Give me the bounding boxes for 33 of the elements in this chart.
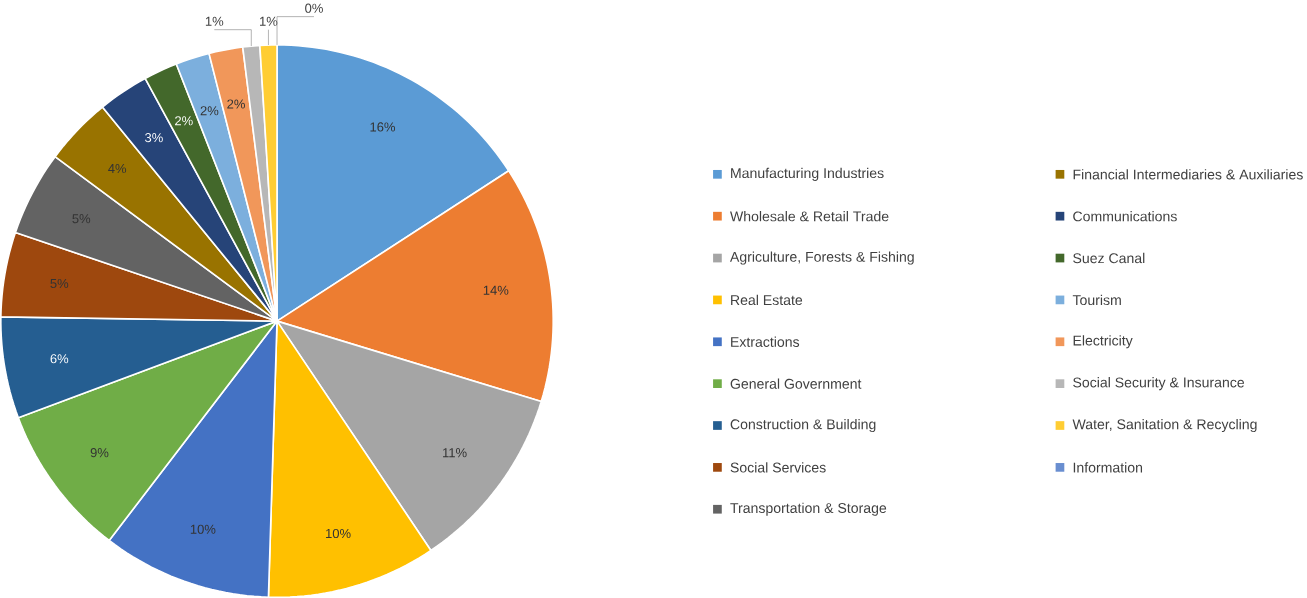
legend-label: Social Security & Insurance (1073, 377, 1245, 391)
data-label: 2% (227, 99, 245, 109)
data-label: 6% (50, 354, 69, 364)
legend-label: Manufacturing Industries (731, 167, 884, 181)
data-label: 10% (326, 528, 351, 539)
legend-label: Social Services (730, 462, 826, 473)
data-label: 4% (108, 163, 127, 174)
legend-label: Extractions (731, 336, 800, 347)
data-label: 3% (145, 132, 163, 143)
legend-label: Transportation & Storage (730, 502, 887, 516)
legend-label: Real Estate (731, 294, 803, 306)
legend-label: Suez Canal (1073, 252, 1145, 264)
data-label: 11% (443, 448, 467, 458)
legend-label: Financial Intermediaries & Auxiliaries (1073, 169, 1303, 180)
data-label: 2% (200, 106, 219, 116)
legend-label: Electricity (1073, 335, 1133, 349)
data-label: 5% (50, 278, 69, 289)
legend-label: Water, Sanitation & Recycling (1072, 418, 1257, 433)
legend-label: Agriculture, Forests & Fishing (729, 251, 914, 265)
data-label: 2% (175, 116, 193, 126)
data-label: 14% (483, 285, 509, 295)
legend-label: Communications (1073, 210, 1177, 222)
data-label: 16% (370, 122, 396, 132)
legend-label: General Government (730, 378, 862, 389)
legend-label: Construction & Building (730, 418, 876, 433)
data-label: 1% (205, 16, 224, 26)
legend-label: Tourism (1072, 294, 1121, 306)
data-label: 9% (90, 448, 109, 458)
data-label: 10% (190, 524, 216, 534)
legend-label: Wholesale & Retail Trade (730, 210, 889, 222)
data-label: 1% (260, 16, 278, 26)
text: 0% (305, 3, 323, 13)
legend-label: Information (1073, 462, 1143, 473)
